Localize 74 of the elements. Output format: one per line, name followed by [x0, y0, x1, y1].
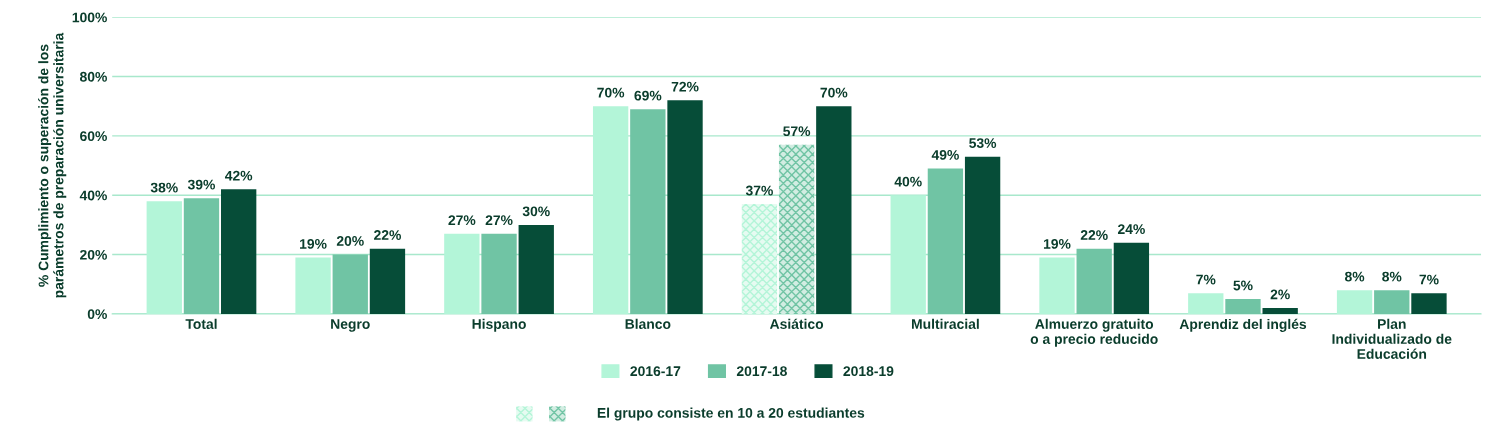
data-label: 70%	[820, 87, 848, 98]
bar	[964, 156, 1001, 314]
y-tick-label: 40%	[79, 190, 107, 201]
data-label: 42%	[224, 170, 253, 181]
data-label: 22%	[1080, 230, 1108, 240]
legend-label: 2017-18	[736, 366, 787, 377]
bar	[592, 106, 629, 314]
data-label: 30%	[522, 206, 550, 217]
bar	[1262, 307, 1298, 314]
bar	[183, 198, 220, 314]
y-tick-label: 100%	[72, 12, 107, 23]
y-tick-label: 20%	[80, 249, 107, 260]
bar	[890, 195, 926, 314]
legend-label: 2016-17	[630, 366, 681, 377]
data-label: 72%	[671, 81, 699, 92]
data-label: 57%	[783, 126, 811, 137]
bar	[1374, 290, 1410, 314]
bar	[1411, 293, 1447, 314]
bar	[332, 254, 368, 314]
data-label: 37%	[745, 185, 773, 196]
y-tick-label: 0%	[87, 309, 107, 320]
x-tick-label: Asiático	[769, 318, 824, 329]
data-label: 20%	[336, 236, 364, 246]
bar	[778, 144, 815, 314]
text: El grupo consiste en 10 a 20 estudiantes	[597, 407, 865, 421]
data-label: 8%	[1382, 271, 1402, 282]
data-label: 19%	[1043, 239, 1071, 249]
data-label: 5%	[1233, 280, 1253, 291]
y-axis-title: % Cumplimiento o superación de los parámetros de preparación universitaria	[38, 32, 67, 298]
x-tick-label: Blanco	[625, 318, 671, 329]
bar	[816, 106, 852, 314]
x-tick-label: Multiracial	[911, 318, 979, 329]
x-tick-label: Plan Individualizado de Educación	[1332, 318, 1452, 359]
data-label: 27%	[448, 215, 476, 226]
bar	[667, 100, 703, 314]
bar	[1225, 299, 1261, 314]
bar	[741, 204, 778, 314]
bar	[518, 224, 554, 314]
bar	[1113, 242, 1150, 314]
y-tick-label: 60%	[80, 131, 107, 142]
bar	[369, 248, 406, 314]
data-label: 70%	[597, 87, 625, 98]
data-label: 27%	[485, 215, 513, 226]
bar	[221, 189, 257, 314]
bar	[927, 168, 964, 314]
bar	[295, 257, 331, 314]
data-label: 7%	[1196, 274, 1216, 285]
bar	[1188, 293, 1224, 314]
x-tick-label: Aprendiz del inglés	[1179, 318, 1307, 332]
bar	[630, 109, 666, 314]
data-label: 69%	[634, 90, 662, 101]
bar	[1076, 248, 1112, 314]
data-label: 22%	[374, 230, 401, 240]
bar	[146, 201, 182, 314]
bar	[481, 233, 517, 314]
data-label: 8%	[1344, 271, 1365, 282]
data-label: 40%	[894, 176, 922, 187]
data-label: 49%	[931, 150, 959, 160]
x-tick-label: Negro	[331, 319, 370, 332]
data-label: 19%	[300, 239, 327, 249]
x-tick-label: Hispano	[472, 318, 526, 332]
data-label: 7%	[1419, 274, 1439, 285]
legend-label: 2018-19	[843, 366, 894, 377]
data-label: 2%	[1270, 289, 1290, 300]
x-tick-label: Total	[185, 318, 217, 329]
data-label: 38%	[150, 182, 178, 193]
y-tick-label: 80%	[79, 71, 107, 82]
bar	[1039, 257, 1075, 314]
bar	[1336, 290, 1373, 314]
data-label: 39%	[187, 179, 216, 190]
data-label: 53%	[969, 138, 997, 148]
x-tick-label: Almuerzo gratuito o a precio reducido	[1030, 318, 1158, 347]
bar	[444, 233, 480, 314]
data-label: 24%	[1117, 224, 1145, 234]
